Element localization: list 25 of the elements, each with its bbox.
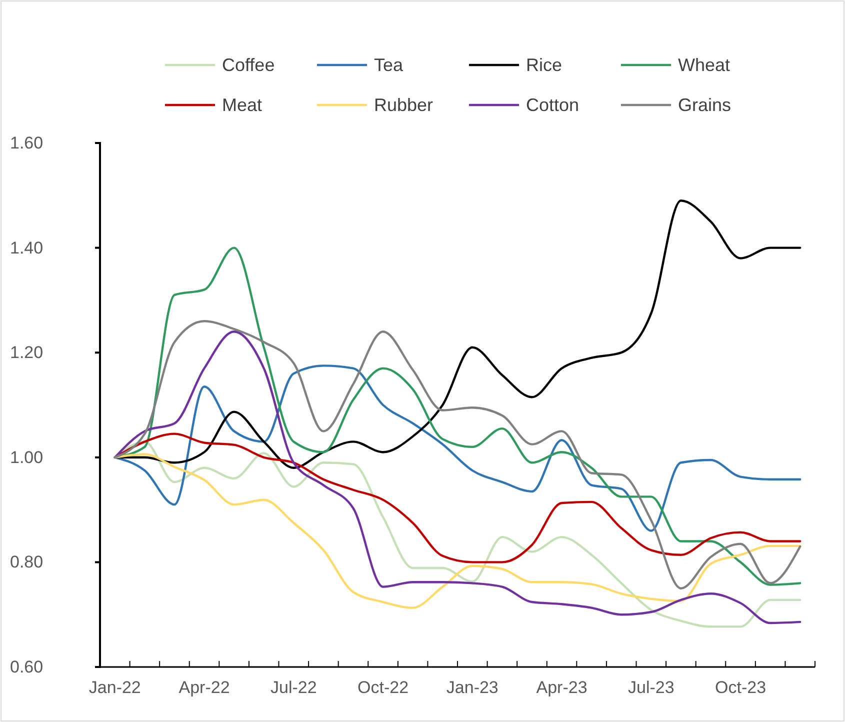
legend-label: Rice <box>526 55 562 75</box>
legend-label: Cotton <box>526 95 580 115</box>
x-tick-label: Oct-23 <box>715 678 766 698</box>
y-tick-label: 1.60 <box>10 133 44 152</box>
x-tick-label: Jan-22 <box>88 678 141 698</box>
x-tick-label: Jul-22 <box>270 678 317 698</box>
legend-label: Tea <box>374 55 404 75</box>
x-tick-label: Apr-22 <box>178 678 230 698</box>
line-series <box>114 364 802 532</box>
line-series <box>114 453 802 609</box>
x-tick-label: Oct-22 <box>358 678 409 698</box>
legend-label: Grains <box>678 95 732 115</box>
y-tick-label: 1.40 <box>10 238 44 258</box>
legend-label: Wheat <box>678 55 730 75</box>
x-tick-label: Jul-23 <box>628 678 674 698</box>
line-series <box>114 200 802 469</box>
y-tick-label: 0.80 <box>10 552 44 572</box>
y-tick-label: 1.20 <box>10 343 44 362</box>
legend-label: Coffee <box>222 55 275 75</box>
y-tick-label: 0.60 <box>10 657 44 676</box>
x-tick-label: Apr-23 <box>536 678 588 698</box>
legend-label: Meat <box>222 95 262 115</box>
y-tick-label: 1.00 <box>10 448 44 467</box>
legend-label: Rubber <box>374 95 434 115</box>
x-tick-label: Jan-23 <box>446 678 498 698</box>
